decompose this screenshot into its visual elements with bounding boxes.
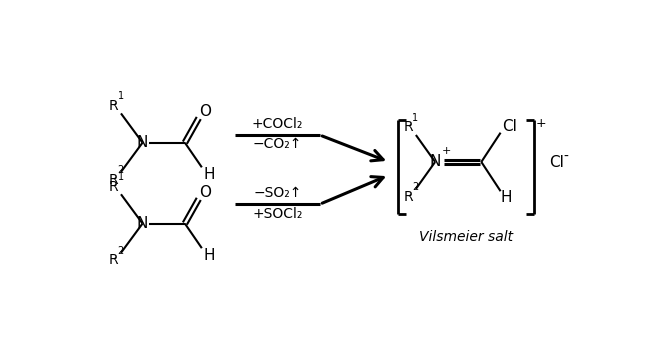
Text: H: H — [501, 190, 513, 205]
Text: 1: 1 — [412, 113, 418, 123]
Text: R: R — [108, 173, 118, 187]
Text: 1: 1 — [118, 172, 124, 182]
Text: −SO₂↑: −SO₂↑ — [253, 186, 301, 200]
Text: O: O — [199, 104, 211, 119]
Text: 2: 2 — [118, 246, 124, 256]
Text: H: H — [203, 248, 215, 263]
Text: N: N — [137, 135, 148, 150]
Text: R: R — [404, 120, 413, 134]
Text: +: + — [536, 117, 547, 130]
Text: -: - — [563, 150, 568, 164]
Text: R: R — [108, 99, 118, 113]
Text: +: + — [442, 146, 451, 156]
Text: Vilsmeier salt: Vilsmeier salt — [419, 231, 513, 245]
Text: R: R — [404, 189, 413, 203]
Text: 1: 1 — [118, 92, 124, 102]
Text: 2: 2 — [118, 166, 124, 175]
Text: −CO₂↑: −CO₂↑ — [253, 137, 302, 151]
Text: Cl: Cl — [549, 155, 564, 170]
Text: N: N — [137, 216, 148, 231]
Text: O: O — [199, 185, 211, 200]
Text: +SOCl₂: +SOCl₂ — [252, 207, 303, 221]
Text: H: H — [203, 167, 215, 182]
Text: R: R — [108, 180, 118, 194]
Text: 2: 2 — [412, 182, 419, 192]
Text: R: R — [108, 253, 118, 267]
Text: Cl: Cl — [502, 119, 517, 134]
Text: +COCl₂: +COCl₂ — [251, 117, 303, 131]
Text: N: N — [430, 155, 441, 169]
